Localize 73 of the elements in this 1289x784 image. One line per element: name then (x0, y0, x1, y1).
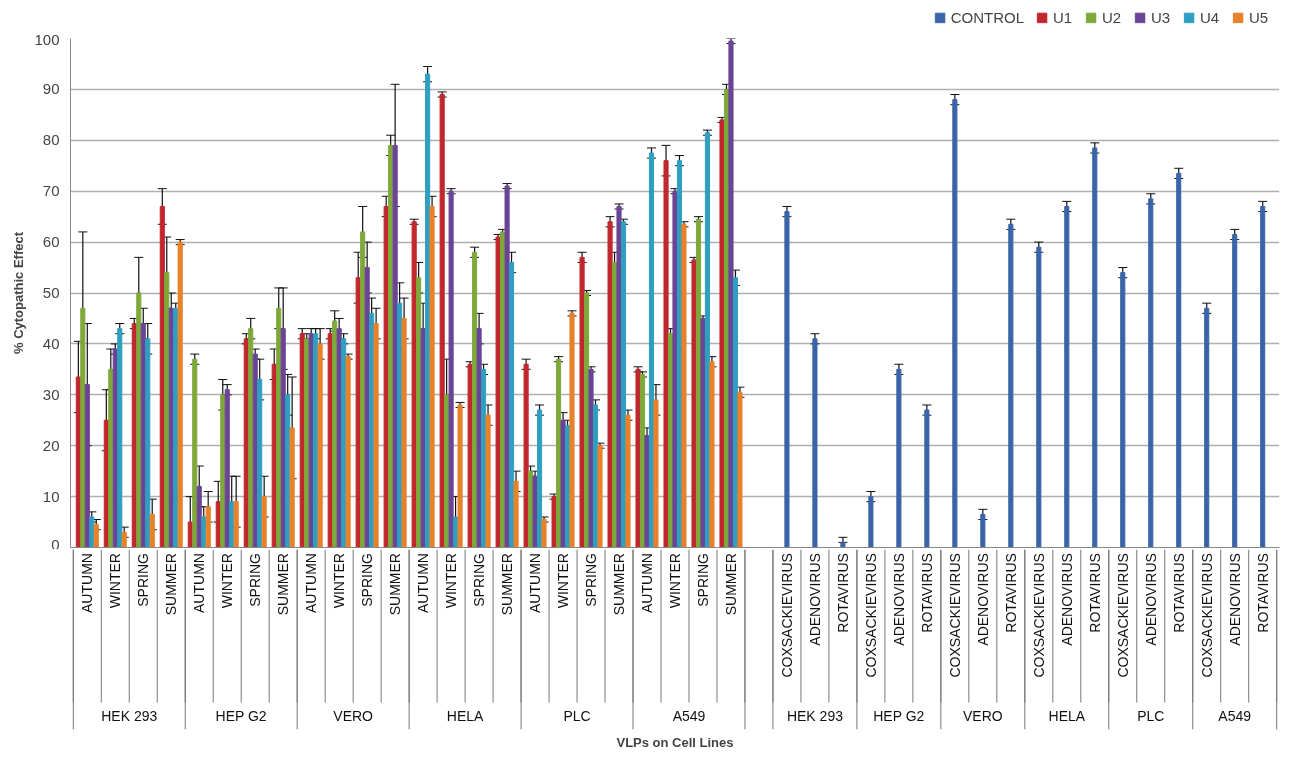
y-tick-label: 100 (34, 30, 60, 48)
x-axis-title: VLPs on Cell Lines (616, 734, 734, 750)
x-tick-label: WINTER (107, 553, 124, 609)
x-tick-label: ADENOVIRUS (974, 553, 991, 646)
text: PLC (1137, 708, 1165, 724)
text: PLC (563, 708, 591, 724)
legend-label: U4 (1200, 8, 1220, 26)
x-tick-label: ROTAVIRUS (1002, 553, 1019, 633)
x-tick-label: SUMMER (387, 553, 404, 616)
y-tick-label: 50 (42, 284, 60, 301)
x-tick-label: SUMMER (163, 553, 180, 616)
y-axis-title: % Cytopathic Effect (11, 231, 27, 355)
x-tick-label: WINTER (331, 553, 348, 609)
y-tick-label: 20 (42, 436, 60, 454)
x-tick-label: WINTER (667, 553, 683, 609)
legend-label: U1 (1053, 8, 1073, 26)
x-tick-label: WINTER (555, 553, 572, 609)
x-tick-label: ADENOVIRUS (1226, 553, 1243, 646)
x-tick-label: SPRING (471, 553, 488, 607)
x-tick-label: ROTAVIRUS (834, 553, 851, 633)
x-tick-label: ADENOVIRUS (806, 553, 823, 646)
x-tick-label: SPRING (135, 553, 152, 607)
text: VERO (963, 708, 1003, 724)
text: HEP G2 (215, 708, 267, 724)
x-tick-label: SPRING (359, 553, 376, 607)
x-tick-label: ROTAVIRUS (1170, 553, 1187, 633)
legend-label: U5 (1249, 8, 1269, 26)
y-tick-label: 10 (42, 487, 60, 505)
y-tick-label: 40 (42, 334, 60, 352)
legend-label: U2 (1102, 8, 1122, 26)
x-tick-label: WINTER (219, 553, 236, 609)
text: HEK 293 (101, 708, 158, 724)
text: HELA (446, 708, 485, 724)
text: A549 (672, 708, 706, 724)
x-tick-label: SUMMER (275, 553, 292, 616)
x-tick-label: AUTUMN (415, 553, 432, 613)
x-tick-label: AUTUMN (303, 553, 320, 613)
x-tick-label: SUMMER (611, 553, 628, 616)
x-tick-label: ADENOVIRUS (890, 553, 907, 646)
y-tick-label: 0 (51, 535, 60, 553)
x-tick-label: COXSACKIEVIRUS (1198, 553, 1215, 678)
x-tick-label: SUMMER (499, 553, 516, 616)
x-tick-label: SUMMER (722, 553, 739, 616)
y-tick-label: 80 (42, 131, 60, 149)
text: A549 (1218, 708, 1252, 724)
text: HEP G2 (873, 708, 925, 724)
x-tick-label: SPRING (247, 553, 264, 607)
x-tick-label: COXSACKIEVIRUS (946, 553, 963, 678)
x-tick-label: ADENOVIRUS (1142, 553, 1159, 646)
text: HEK 293 (786, 708, 844, 724)
x-tick-label: ROTAVIRUS (1086, 553, 1103, 633)
x-tick-label: ADENOVIRUS (1058, 553, 1075, 646)
x-tick-label: WINTER (443, 553, 460, 609)
x-tick-label: SPRING (694, 553, 711, 607)
y-tick-label: 70 (42, 182, 60, 200)
legend-label: U3 (1151, 8, 1171, 26)
legend-label: CONTROL (950, 8, 1024, 26)
x-tick-label: COXSACKIEVIRUS (1030, 553, 1047, 678)
x-tick-label: AUTUMN (191, 553, 208, 613)
y-tick-label: 90 (42, 80, 60, 98)
x-tick-label: COXSACKIEVIRUS (862, 553, 879, 678)
y-tick-label: 60 (42, 233, 60, 251)
x-tick-label: COXSACKIEVIRUS (778, 553, 795, 678)
x-tick-label: AUTUMN (639, 553, 656, 613)
y-tick-label: 30 (42, 385, 60, 403)
x-tick-label: COXSACKIEVIRUS (1114, 553, 1131, 678)
x-tick-label: AUTUMN (527, 553, 544, 613)
text: HELA (1048, 708, 1086, 724)
x-tick-label: AUTUMN (79, 553, 96, 613)
x-tick-label: ROTAVIRUS (1254, 553, 1271, 633)
text: VERO (333, 708, 374, 724)
x-tick-label: ROTAVIRUS (918, 553, 935, 633)
x-tick-label: SPRING (583, 553, 600, 607)
